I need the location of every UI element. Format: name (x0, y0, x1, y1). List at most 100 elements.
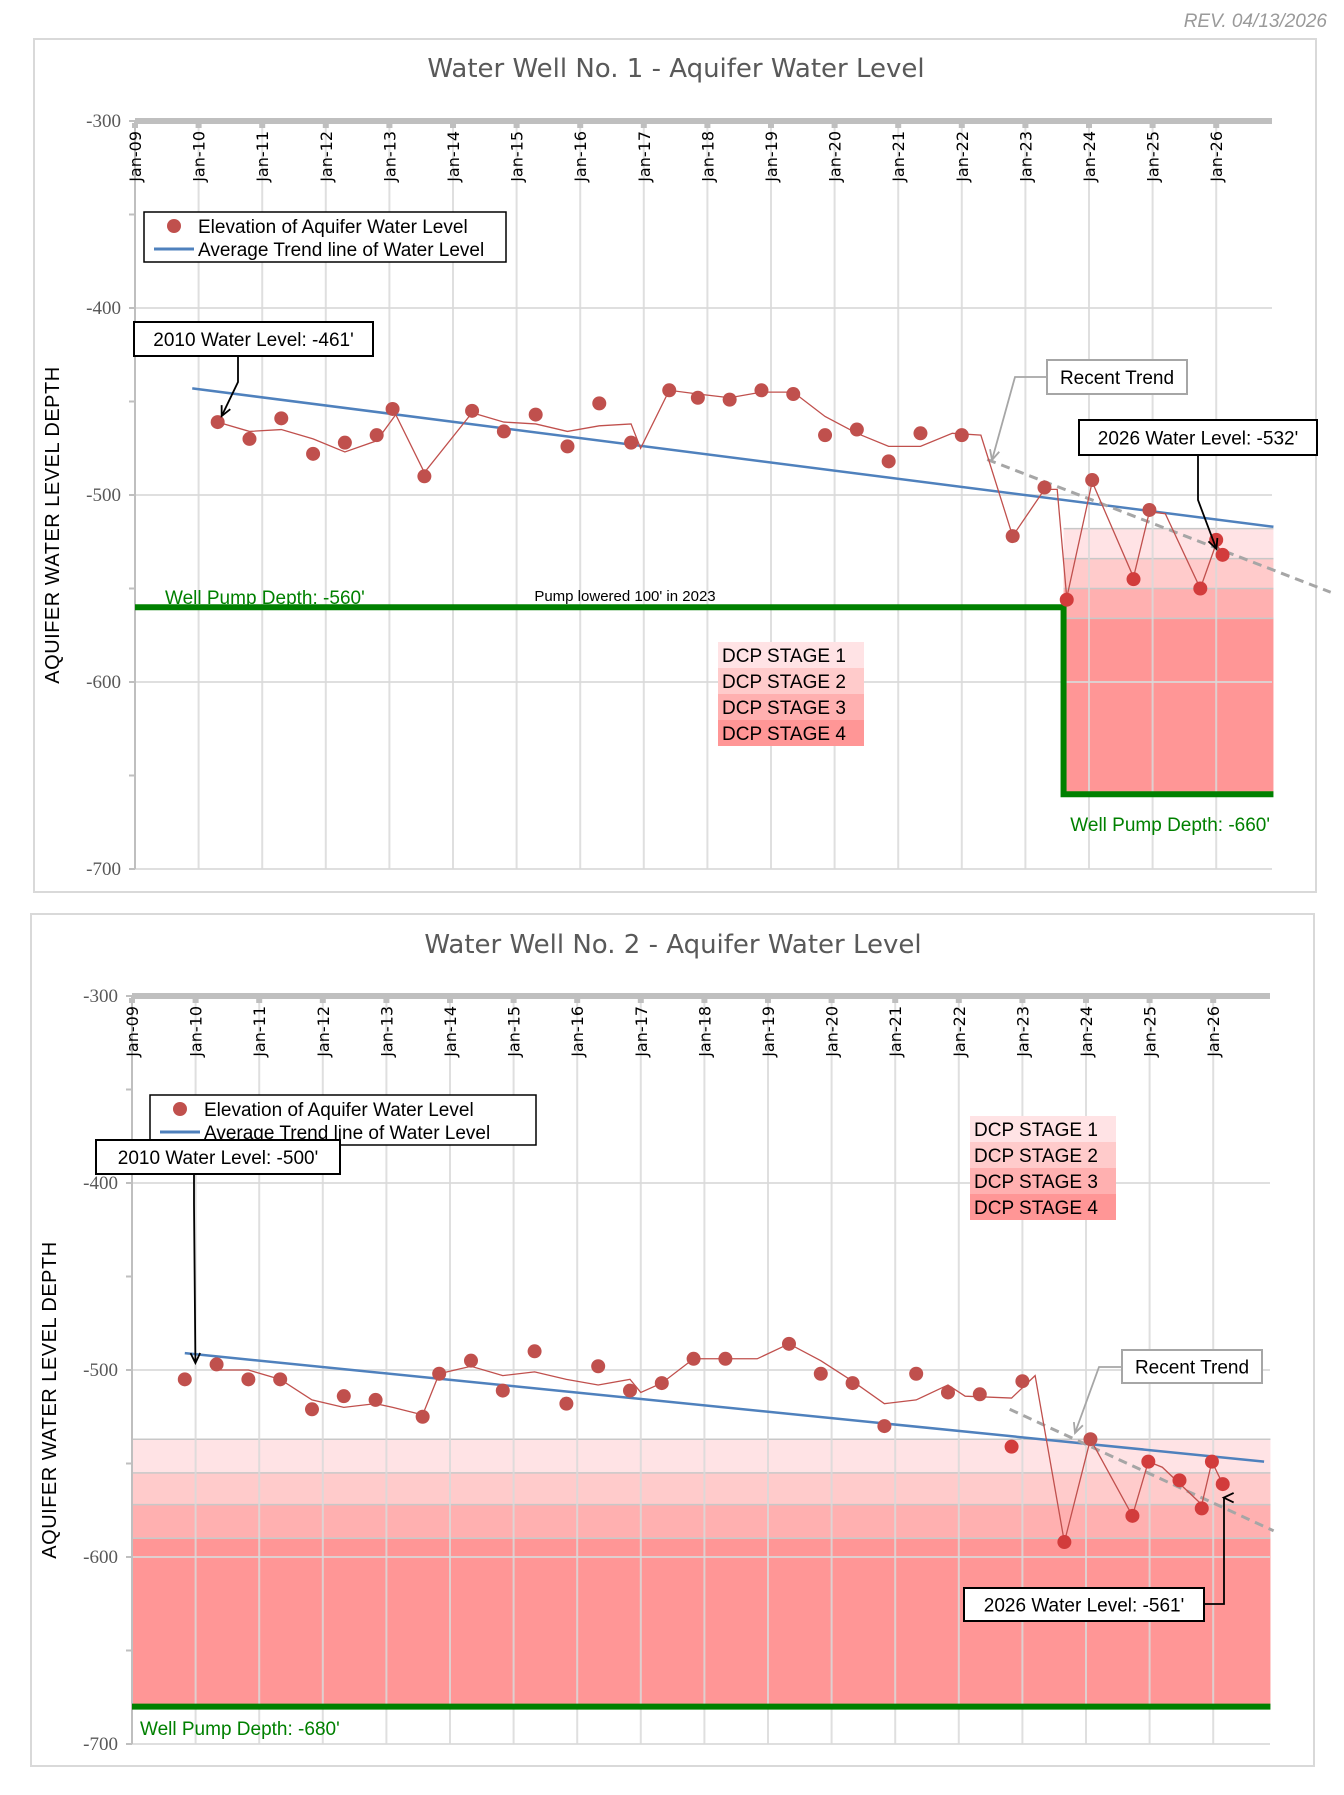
data-point (718, 1351, 733, 1366)
data-point (368, 1392, 383, 1407)
data-point (369, 428, 384, 443)
x-tick-mark (831, 123, 838, 128)
pump-depth-label: Well Pump Depth: -560' (165, 588, 365, 609)
data-point (210, 415, 225, 430)
legend-label-elevation: Elevation of Aquifer Water Level (204, 1100, 474, 1121)
y-tick-label: -400 (83, 1173, 118, 1194)
annotation-arrowhead (220, 405, 231, 418)
y-tick-label: -500 (86, 485, 121, 506)
data-point (913, 426, 928, 441)
data-point (209, 1357, 224, 1372)
dcp-legend-label: DCP STAGE 1 (974, 1120, 1098, 1141)
well-1-chart-svg: Water Well No. 1 - Aquifer Water Level -3… (42, 54, 1332, 880)
x-tick-mark (513, 123, 520, 128)
data-point (415, 1409, 430, 1424)
pump-lowered-note: Pump lowered 100' in 2023 (534, 588, 715, 605)
x-tick-mark (256, 998, 263, 1003)
x-tick-label: Jan-14 (444, 131, 463, 183)
revision-date: REV. 04/13/2026 (1183, 11, 1327, 32)
annotation-leader (193, 1174, 197, 1364)
data-point (722, 392, 737, 407)
data-point (690, 390, 705, 405)
y-tick-label: -600 (86, 672, 121, 693)
data-point (432, 1366, 447, 1381)
x-tick-label: Jan-17 (632, 1006, 651, 1058)
x-tick-mark (768, 123, 774, 128)
data-point (845, 1376, 860, 1391)
x-tick-mark (447, 998, 453, 1003)
data-point (754, 383, 769, 398)
x-tick-mark (1022, 123, 1029, 128)
x-tick-mark (1146, 998, 1153, 1003)
recent-trend-box (1121, 1349, 1263, 1384)
legend-label-trend: Average Trend line of Water Level (204, 1123, 490, 1144)
x-tick-label: Jan-19 (762, 131, 781, 183)
data-point (972, 1387, 987, 1402)
data-point (1193, 581, 1208, 596)
recent-trend-box (1046, 359, 1188, 395)
dcp-legend-swatch (970, 1168, 1116, 1194)
x-tick-label: Jan-26 (1204, 1006, 1223, 1058)
x-tick-label: Jan-20 (826, 131, 845, 183)
annotation-label: 2026 Water Level: -561' (984, 1596, 1184, 1617)
x-tick-label: Jan-22 (950, 1006, 969, 1058)
dcp-legend-swatch (970, 1142, 1116, 1168)
x-tick-mark (1213, 123, 1220, 128)
x-tick-label: Jan-09 (123, 1006, 142, 1058)
x-tick-mark (637, 998, 644, 1003)
y-tick-label: -700 (83, 1734, 118, 1755)
data-point (813, 1366, 828, 1381)
data-point (417, 469, 432, 484)
legend-point-icon (167, 219, 181, 233)
dcp-legend-swatch (718, 668, 864, 694)
x-tick-label: Jan-17 (635, 131, 654, 183)
legend-point-icon (173, 1102, 187, 1116)
data-point (465, 403, 480, 418)
data-point (622, 1383, 637, 1398)
dcp-legend-swatch (718, 694, 864, 720)
data-point (818, 428, 833, 443)
dcp-legend-swatch (970, 1116, 1116, 1142)
x-tick-label: Jan-26 (1207, 131, 1226, 183)
data-point (592, 396, 607, 411)
data-point (940, 1385, 955, 1400)
data-point (177, 1372, 192, 1387)
data-point (559, 1396, 574, 1411)
x-tick-mark (383, 998, 390, 1003)
legend-label-trend: Average Trend line of Water Level (198, 240, 484, 261)
x-tick-label: Jan-13 (380, 131, 399, 183)
x-tick-mark (1019, 998, 1026, 1003)
data-point (463, 1353, 478, 1368)
x-tick-mark (701, 998, 708, 1003)
x-tick-mark (1086, 123, 1092, 128)
data-point (781, 1336, 796, 1351)
x-tick-label: Jan-15 (508, 131, 527, 183)
annotation-box (963, 1587, 1205, 1622)
x-tick-mark (1210, 998, 1217, 1003)
dcp-legend-label: DCP STAGE 1 (722, 646, 846, 667)
x-tick-mark (319, 998, 326, 1003)
x-tick-mark (450, 123, 456, 128)
x-tick-label: Jan-16 (568, 1006, 587, 1058)
x-tick-label: Jan-24 (1080, 131, 1099, 183)
x-tick-mark (640, 123, 647, 128)
data-point (496, 424, 511, 439)
data-point (1059, 592, 1074, 607)
x-tick-label: Jan-18 (695, 1006, 714, 1058)
data-point (306, 446, 321, 461)
data-point (1215, 1477, 1230, 1492)
x-tick-label: Jan-13 (377, 1006, 396, 1058)
data-point (495, 1383, 510, 1398)
x-tick-label: Jan-12 (317, 131, 336, 183)
data-point (1125, 1508, 1140, 1523)
x-tick-label: Jan-12 (314, 1006, 333, 1058)
y-tick-label: -400 (86, 298, 121, 319)
data-point (527, 1344, 542, 1359)
x-tick-label: Jan-10 (187, 1006, 206, 1058)
data-point (304, 1402, 319, 1417)
x-tick-label: Jan-11 (250, 1006, 269, 1058)
data-point (1083, 1432, 1098, 1447)
well-1-chart: Water Well No. 1 - Aquifer Water Level -3… (33, 38, 1332, 893)
annotation-leader (220, 356, 239, 417)
data-point (242, 431, 257, 446)
